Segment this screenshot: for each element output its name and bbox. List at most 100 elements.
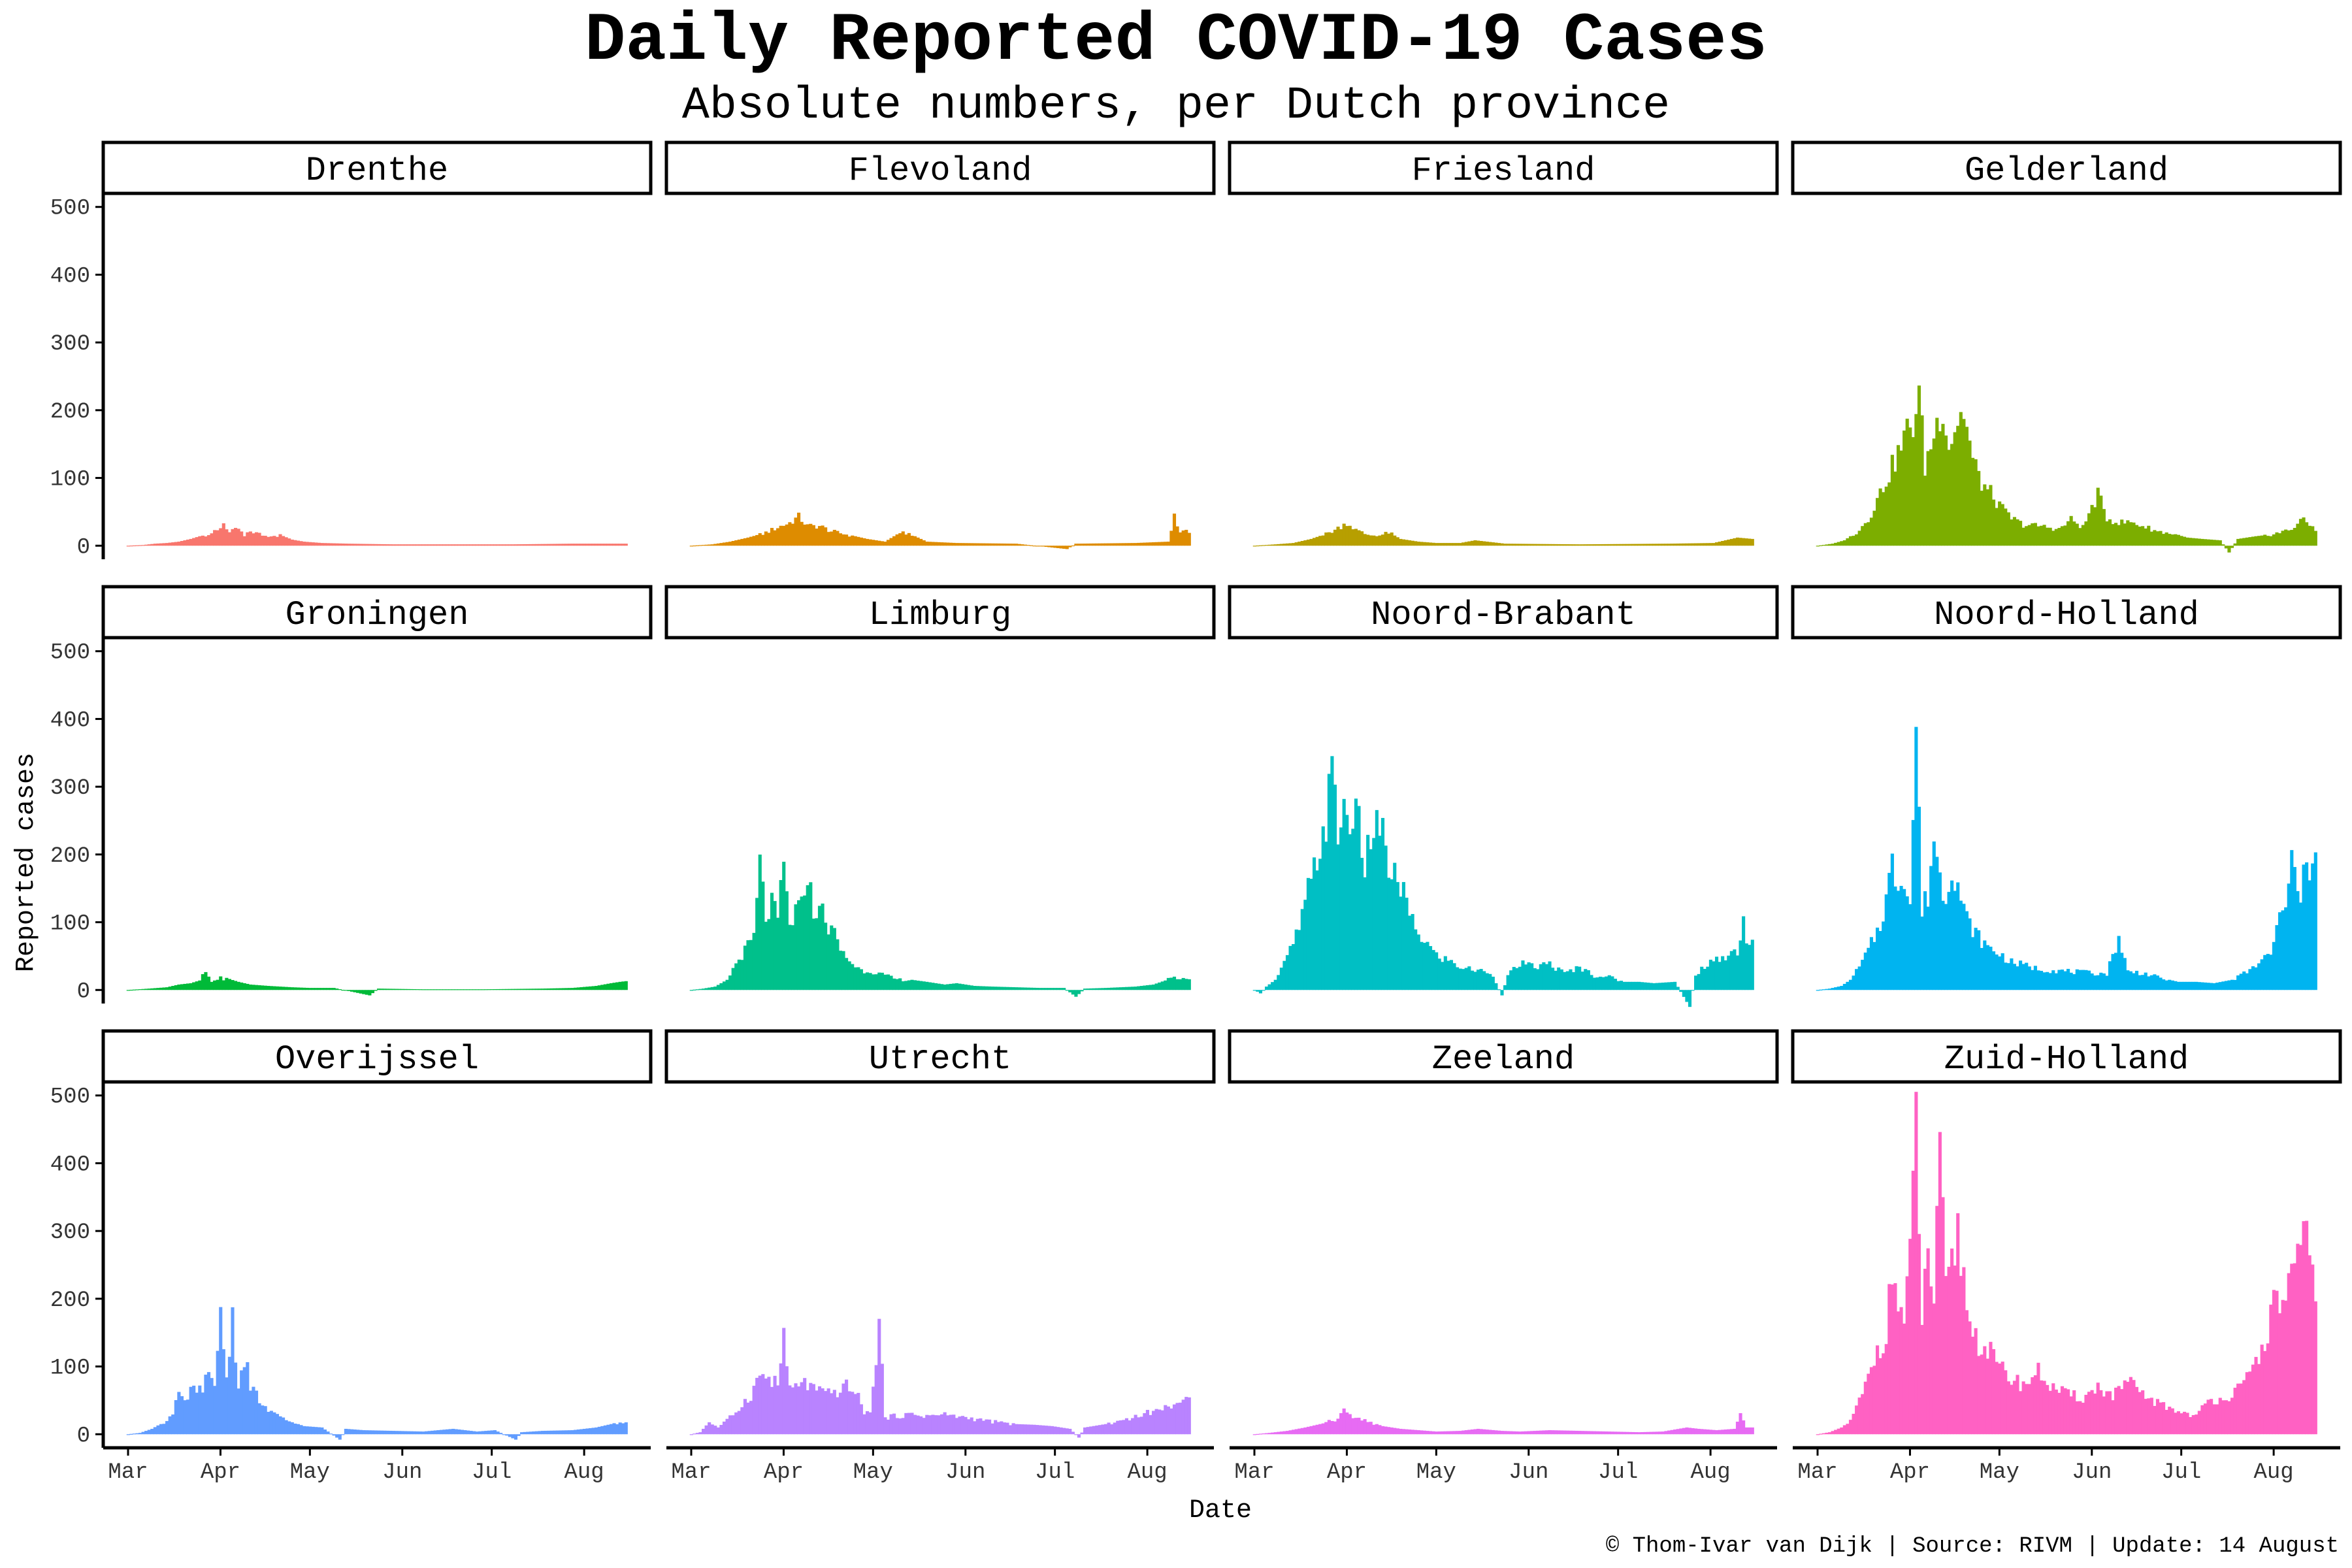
bar xyxy=(141,1431,145,1435)
bar xyxy=(2311,863,2315,990)
bar xyxy=(582,1428,586,1435)
bar xyxy=(1134,987,1137,990)
bar xyxy=(2149,975,2153,990)
bar xyxy=(791,523,795,546)
bar xyxy=(359,1429,363,1435)
bar xyxy=(2239,538,2243,546)
bar xyxy=(1592,1431,1597,1435)
bar xyxy=(1298,542,1301,546)
bar xyxy=(1327,1420,1331,1435)
bar xyxy=(1068,990,1072,992)
bar xyxy=(1926,1248,1930,1435)
bar xyxy=(1256,1433,1260,1435)
bar xyxy=(1005,987,1009,990)
bar xyxy=(2141,526,2145,546)
bar xyxy=(141,545,145,546)
bar xyxy=(2215,1404,2219,1435)
bar xyxy=(1631,1431,1635,1435)
bar xyxy=(410,1431,414,1435)
bar xyxy=(2293,527,2296,546)
bar xyxy=(2221,544,2225,546)
bar xyxy=(1821,989,1825,990)
bar xyxy=(1821,545,1825,546)
bar xyxy=(710,544,714,546)
bar xyxy=(1101,988,1105,990)
bar xyxy=(2272,941,2276,990)
bar xyxy=(1107,1422,1111,1435)
bar xyxy=(2296,523,2300,546)
bar xyxy=(892,978,896,990)
bar xyxy=(454,989,458,990)
bar xyxy=(788,522,792,546)
bar xyxy=(1467,1429,1471,1435)
bar xyxy=(857,1392,860,1435)
bar xyxy=(1985,489,1989,546)
bar xyxy=(383,1430,387,1435)
bar xyxy=(1038,1425,1042,1435)
bar-series xyxy=(126,523,628,547)
bar xyxy=(889,975,893,990)
bar xyxy=(174,542,178,546)
bar xyxy=(1848,979,1853,990)
bar xyxy=(1590,544,1593,546)
bar xyxy=(940,984,944,990)
bar xyxy=(1324,1422,1328,1435)
bar xyxy=(1592,977,1597,990)
bar xyxy=(1643,982,1647,990)
bar xyxy=(1134,1414,1137,1435)
bar xyxy=(609,1424,613,1435)
bar xyxy=(1363,1419,1367,1435)
bar xyxy=(389,988,393,990)
bar xyxy=(553,1430,557,1435)
bar xyxy=(1664,1431,1668,1435)
bar xyxy=(421,1431,425,1435)
bar xyxy=(216,979,220,990)
bar xyxy=(463,989,467,990)
bar xyxy=(2242,971,2246,990)
bar xyxy=(1914,727,1918,990)
bar xyxy=(353,990,357,992)
bar xyxy=(1887,482,1891,546)
bar xyxy=(2290,850,2294,990)
bar xyxy=(2155,975,2160,990)
bar xyxy=(568,988,572,990)
bar xyxy=(785,524,789,546)
bar xyxy=(1980,491,1984,546)
bar xyxy=(1065,1428,1069,1435)
bar xyxy=(1590,975,1593,990)
bar xyxy=(2302,1221,2306,1435)
panel-strip xyxy=(1228,1029,1779,1084)
bar xyxy=(1446,1431,1450,1435)
bar xyxy=(231,529,235,546)
bar xyxy=(338,1434,342,1440)
bar xyxy=(1405,1429,1409,1435)
bar xyxy=(466,989,470,990)
bar xyxy=(1333,1421,1337,1435)
bar xyxy=(2221,981,2225,990)
bar xyxy=(1500,1431,1504,1435)
bar xyxy=(1742,916,1746,990)
bar xyxy=(174,1400,178,1435)
bar xyxy=(958,543,962,546)
bar xyxy=(1160,542,1164,546)
bar xyxy=(1941,423,1945,546)
bar xyxy=(425,544,429,546)
bar xyxy=(1449,543,1454,546)
bar xyxy=(901,1418,905,1435)
bar xyxy=(2025,1384,2029,1435)
bar xyxy=(2031,1377,2034,1435)
bar xyxy=(1884,486,1888,546)
bar xyxy=(1947,449,1951,546)
bar xyxy=(1062,1428,1066,1435)
bar xyxy=(740,1407,744,1435)
bar xyxy=(460,1429,464,1435)
bar xyxy=(2200,982,2204,990)
bar xyxy=(710,1424,714,1435)
bar xyxy=(1119,543,1122,546)
bar xyxy=(1181,530,1185,546)
bar xyxy=(2114,1387,2118,1435)
bar xyxy=(1840,1427,1844,1435)
y-tick-label: 500 xyxy=(50,641,90,666)
bar xyxy=(564,988,568,990)
bar xyxy=(1179,1402,1183,1435)
